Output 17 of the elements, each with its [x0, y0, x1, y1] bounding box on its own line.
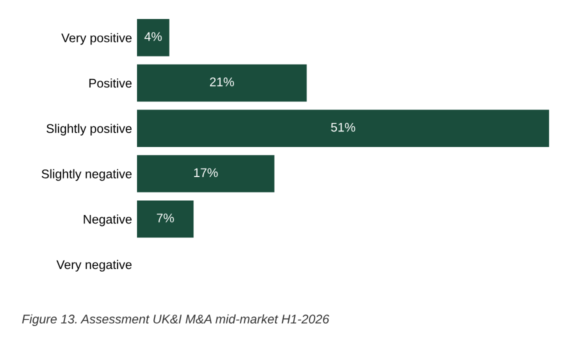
bar [137, 110, 550, 147]
bar [137, 200, 194, 238]
caption: Figure 13. Assessment UK&I M&A mid-market H1-2026 [22, 314, 330, 326]
data-label: 17% [194, 168, 218, 178]
data-label: 21% [210, 78, 234, 86]
y-tick-label: Negative [84, 214, 132, 226]
data-label: 4% [144, 32, 162, 41]
y-tick-label: Positive [89, 78, 132, 88]
y-tick-label: Very positive [61, 33, 132, 45]
y-tick-label: Slightly positive [46, 124, 132, 136]
y-tick-label: Slightly negative [42, 169, 132, 181]
data-label: 51% [331, 122, 356, 132]
y-tick-label: Very negative [56, 260, 132, 272]
bar [137, 64, 307, 102]
data-label: 7% [156, 214, 174, 222]
bar [137, 155, 274, 192]
bar [137, 19, 170, 56]
